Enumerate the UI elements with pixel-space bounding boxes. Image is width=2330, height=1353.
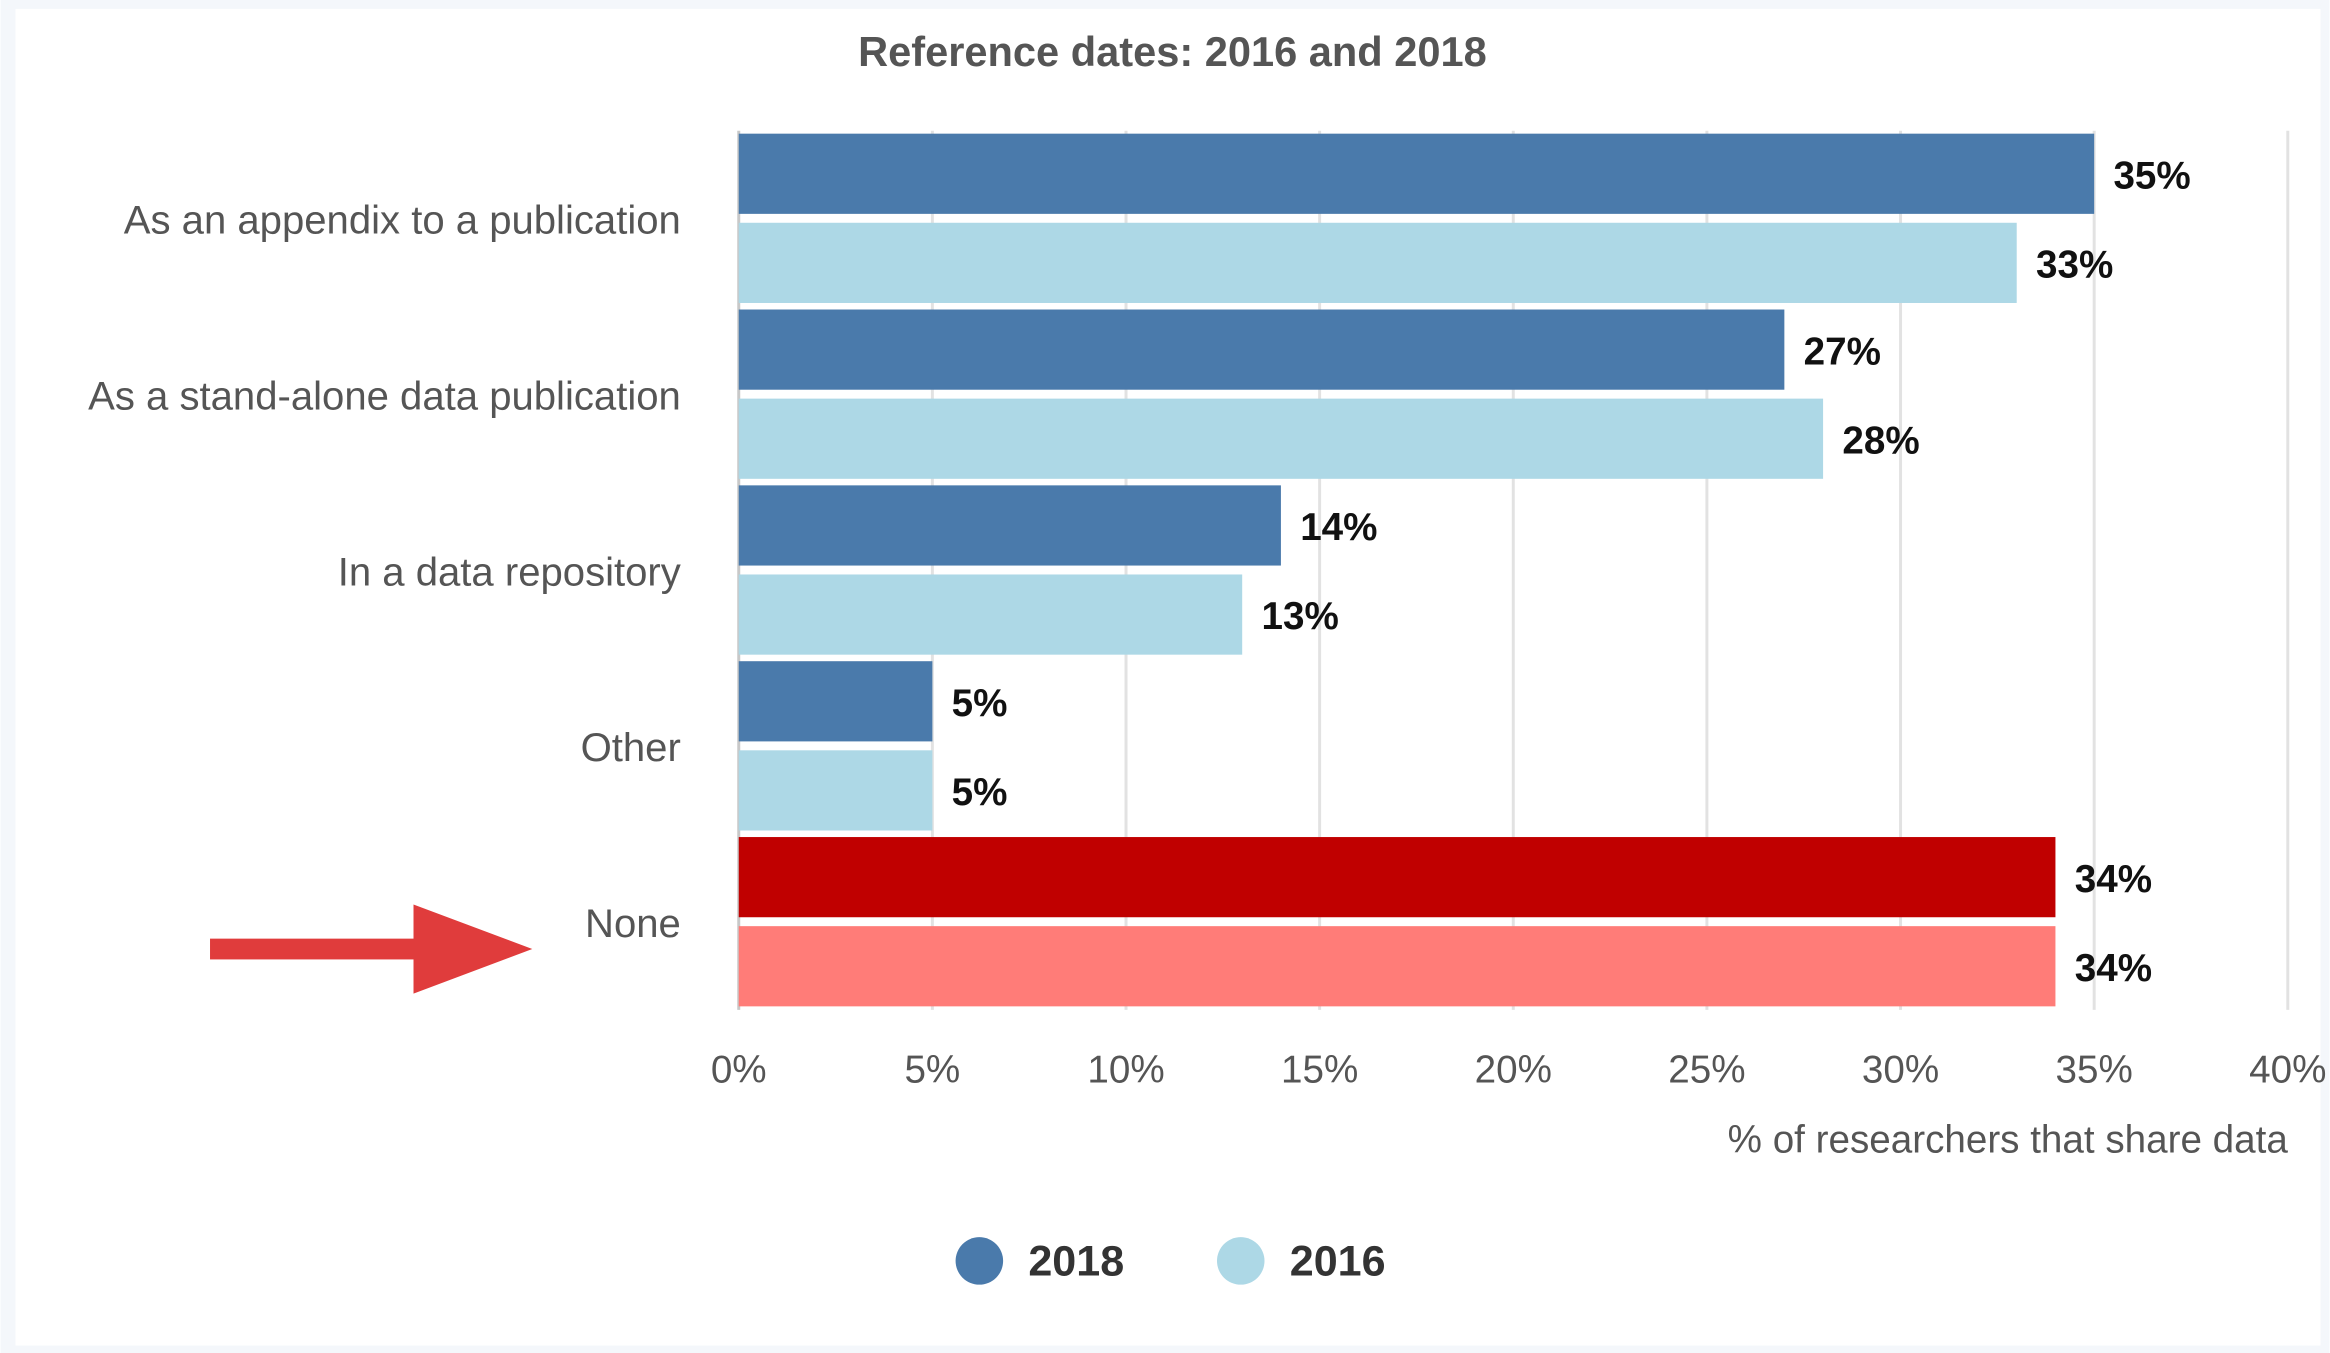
arrow-head [413, 904, 533, 994]
legend-label: 2018 [1028, 1237, 1124, 1285]
data-label: 13% [1261, 595, 1338, 638]
data-label: 28% [1842, 419, 1919, 462]
bar [738, 837, 2056, 918]
x-tick-label: 5% [904, 1049, 960, 1092]
y-tick-label: Other [581, 726, 681, 770]
bar [738, 926, 2056, 1007]
bar [738, 750, 933, 831]
x-axis-label: % of researchers that share data [1728, 1118, 2289, 1161]
x-tick-label: 0% [711, 1049, 767, 1092]
x-tick-label: 25% [1668, 1049, 1745, 1092]
y-tick-label: In a data repository [338, 550, 681, 594]
legend-swatch [1216, 1237, 1265, 1285]
data-label: 34% [2075, 858, 2152, 901]
x-tick-label: 35% [2056, 1049, 2133, 1092]
bar [738, 661, 933, 742]
data-label: 5% [952, 682, 1008, 725]
x-tick-label: 15% [1281, 1049, 1358, 1092]
arrow-shaft [210, 938, 426, 960]
bar [738, 309, 1785, 390]
bar [738, 485, 1281, 566]
data-label: 35% [2113, 154, 2190, 197]
data-label: 33% [2036, 244, 2113, 287]
y-tick-label: As a stand-alone data publication [88, 375, 681, 419]
y-tick-label: None [585, 902, 681, 946]
legend-label: 2016 [1290, 1237, 1386, 1285]
data-label: 27% [1804, 330, 1881, 373]
bar [738, 133, 2095, 214]
x-tick-label: 40% [2249, 1049, 2326, 1092]
x-tick-label: 20% [1475, 1049, 1552, 1092]
data-label: 5% [952, 771, 1008, 814]
chart-title: Reference dates: 2016 and 2018 [858, 28, 1487, 75]
bar [738, 398, 1824, 479]
data-label: 14% [1300, 506, 1377, 549]
annotation-arrow [210, 904, 533, 994]
legend-swatch [955, 1237, 1004, 1285]
x-tick-label: 30% [1862, 1049, 1939, 1092]
bar [738, 574, 1243, 655]
y-tick-label: As an appendix to a publication [124, 199, 681, 243]
bar [738, 222, 2017, 303]
data-label: 34% [2075, 947, 2152, 990]
x-tick-label: 10% [1087, 1049, 1164, 1092]
